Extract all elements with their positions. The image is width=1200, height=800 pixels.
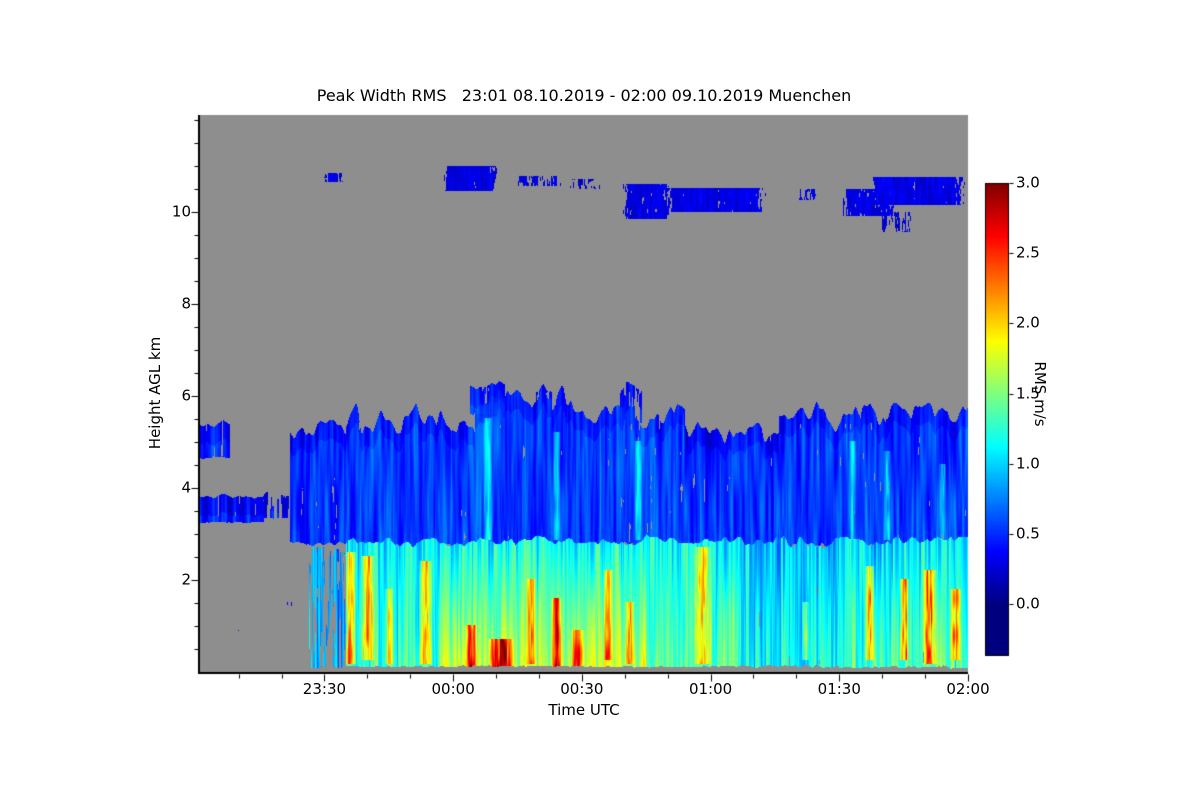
x-tick-label: 00:30 <box>560 680 604 698</box>
y-tick-label: 8 <box>181 294 191 313</box>
colorbar-tick-label: 1.0 <box>1016 454 1040 473</box>
colorbar-tick-label: 2.0 <box>1016 313 1040 332</box>
colorbar-tick-label: 0.0 <box>1016 594 1040 613</box>
x-tick-label: 02:00 <box>946 680 990 698</box>
colorbar-tick-label: 3.0 <box>1016 173 1040 192</box>
y-tick-label: 6 <box>181 386 191 405</box>
y-tick-label: 10 <box>171 202 191 221</box>
x-tick-label: 00:00 <box>431 680 475 698</box>
chart-title: Peak Width RMS 23:01 08.10.2019 - 02:00 … <box>316 86 852 105</box>
colorbar-tick-label: 0.5 <box>1016 524 1040 543</box>
x-tick-label: 23:30 <box>302 680 347 698</box>
y-tick-label: 2 <box>181 570 191 589</box>
x-axis-label: Time UTC <box>548 701 620 719</box>
x-tick-label: 01:00 <box>688 680 733 698</box>
y-tick-label: 4 <box>181 478 191 497</box>
x-tick-label: 01:30 <box>817 680 861 698</box>
colorbar-tick-label: 2.5 <box>1016 243 1040 262</box>
colorbar-tick-label: 1.5 <box>1016 384 1040 402</box>
y-axis-label: Height AGL km <box>146 336 164 450</box>
